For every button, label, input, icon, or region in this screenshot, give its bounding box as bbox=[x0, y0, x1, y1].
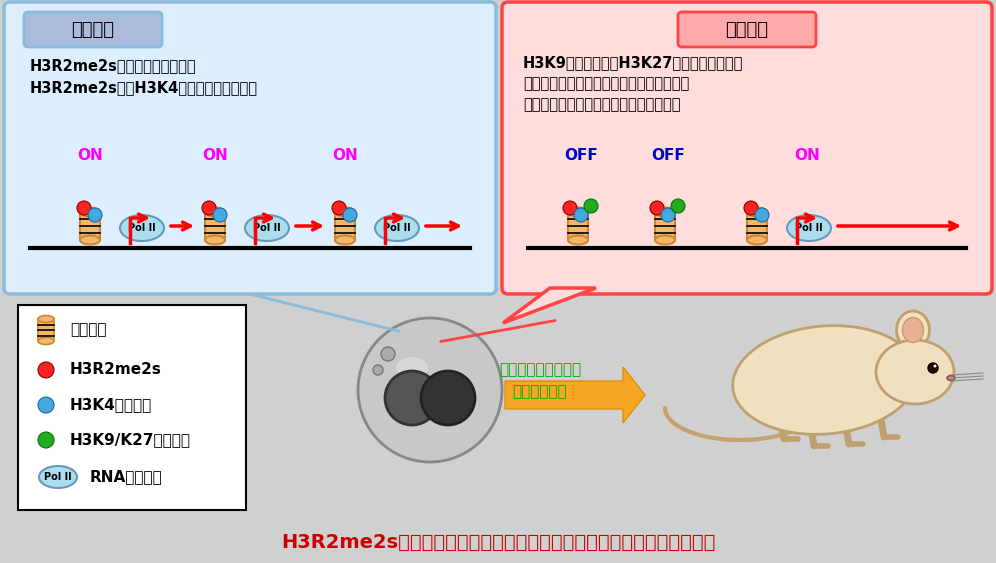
Bar bbox=[747, 212, 767, 240]
Text: H3K4メチル化: H3K4メチル化 bbox=[70, 397, 152, 413]
Circle shape bbox=[88, 208, 102, 222]
Ellipse shape bbox=[205, 235, 225, 244]
Text: Pol II: Pol II bbox=[383, 223, 410, 233]
Circle shape bbox=[343, 208, 357, 222]
Text: OFF: OFF bbox=[651, 149, 685, 163]
FancyBboxPatch shape bbox=[24, 12, 162, 47]
Circle shape bbox=[584, 199, 598, 213]
Circle shape bbox=[421, 371, 475, 425]
Circle shape bbox=[563, 201, 577, 215]
Text: H3R2me2sは転写活性に関与。: H3R2me2sは転写活性に関与。 bbox=[30, 59, 196, 74]
Circle shape bbox=[38, 397, 54, 413]
Ellipse shape bbox=[335, 235, 355, 244]
Text: 雌性前核: 雌性前核 bbox=[725, 20, 769, 38]
Text: ON: ON bbox=[77, 149, 103, 163]
Text: H3R2me2sは受精卵のリプログラミングに関与する重要なヒストン修飾: H3R2me2sは受精卵のリプログラミングに関与する重要なヒストン修飾 bbox=[281, 533, 715, 552]
Ellipse shape bbox=[568, 235, 588, 244]
Ellipse shape bbox=[38, 337, 54, 345]
Ellipse shape bbox=[375, 215, 419, 241]
Ellipse shape bbox=[733, 325, 917, 435]
Ellipse shape bbox=[896, 311, 929, 349]
Polygon shape bbox=[505, 367, 645, 423]
Ellipse shape bbox=[747, 235, 767, 244]
Text: ON: ON bbox=[202, 149, 228, 163]
Text: 全能性を獲得: 全能性を獲得 bbox=[513, 385, 568, 400]
Text: Pol II: Pol II bbox=[128, 223, 155, 233]
Ellipse shape bbox=[876, 340, 954, 404]
Circle shape bbox=[661, 208, 675, 222]
Text: H3R2me2s: H3R2me2s bbox=[70, 363, 162, 378]
Text: Pol II: Pol II bbox=[795, 223, 823, 233]
Ellipse shape bbox=[205, 208, 225, 217]
Bar bbox=[568, 212, 588, 240]
Ellipse shape bbox=[787, 215, 831, 241]
Ellipse shape bbox=[80, 208, 100, 217]
Circle shape bbox=[671, 199, 685, 213]
Text: ON: ON bbox=[332, 149, 358, 163]
Ellipse shape bbox=[80, 235, 100, 244]
Ellipse shape bbox=[38, 315, 54, 323]
Text: リプログラミング後: リプログラミング後 bbox=[499, 363, 581, 378]
Circle shape bbox=[38, 432, 54, 448]
Circle shape bbox=[373, 365, 383, 375]
Circle shape bbox=[744, 201, 758, 215]
Ellipse shape bbox=[747, 208, 767, 217]
Circle shape bbox=[574, 208, 588, 222]
Ellipse shape bbox=[568, 208, 588, 217]
Circle shape bbox=[928, 363, 938, 373]
Circle shape bbox=[332, 201, 346, 215]
Bar bbox=[38, 319, 54, 341]
FancyBboxPatch shape bbox=[502, 2, 992, 294]
Text: ヒストン: ヒストン bbox=[70, 323, 107, 337]
Circle shape bbox=[933, 364, 936, 368]
Text: H3K9のメチル化やH3K27のメチル化など転: H3K9のメチル化やH3K27のメチル化など転 bbox=[523, 56, 743, 70]
Circle shape bbox=[38, 362, 54, 378]
Bar bbox=[205, 212, 225, 240]
Circle shape bbox=[650, 201, 664, 215]
Ellipse shape bbox=[655, 235, 675, 244]
Circle shape bbox=[755, 208, 769, 222]
FancyBboxPatch shape bbox=[18, 305, 246, 510]
Text: 雄性前核: 雄性前核 bbox=[72, 20, 115, 38]
Ellipse shape bbox=[396, 357, 428, 379]
FancyBboxPatch shape bbox=[4, 2, 496, 294]
Ellipse shape bbox=[120, 215, 164, 241]
Bar bbox=[335, 212, 355, 240]
Text: Pol II: Pol II bbox=[44, 472, 72, 482]
Text: Pol II: Pol II bbox=[253, 223, 281, 233]
Circle shape bbox=[358, 318, 502, 462]
Text: OFF: OFF bbox=[564, 149, 598, 163]
Text: H3K9/K27メチル化: H3K9/K27メチル化 bbox=[70, 432, 191, 448]
Polygon shape bbox=[503, 288, 596, 323]
Circle shape bbox=[385, 371, 439, 425]
Bar bbox=[655, 212, 675, 240]
Ellipse shape bbox=[902, 318, 923, 342]
Ellipse shape bbox=[655, 208, 675, 217]
Circle shape bbox=[213, 208, 227, 222]
Text: RNA合成酵素: RNA合成酵素 bbox=[90, 470, 162, 485]
FancyBboxPatch shape bbox=[678, 12, 816, 47]
Circle shape bbox=[381, 347, 395, 361]
Bar bbox=[80, 212, 100, 240]
Ellipse shape bbox=[947, 376, 955, 381]
Circle shape bbox=[202, 201, 216, 215]
Text: ON: ON bbox=[794, 149, 820, 163]
Ellipse shape bbox=[39, 466, 77, 488]
Ellipse shape bbox=[245, 215, 289, 241]
Ellipse shape bbox=[335, 208, 355, 217]
Text: 存在するため、転写が抑制されている。: 存在するため、転写が抑制されている。 bbox=[523, 97, 680, 113]
Text: H3R2me2sにはH3K4のメチル化が必要。: H3R2me2sにはH3K4のメチル化が必要。 bbox=[30, 81, 258, 96]
Text: 写抑制に関わる修飾が雄性前核よりも多く: 写抑制に関わる修飾が雄性前核よりも多く bbox=[523, 77, 689, 92]
Circle shape bbox=[77, 201, 91, 215]
